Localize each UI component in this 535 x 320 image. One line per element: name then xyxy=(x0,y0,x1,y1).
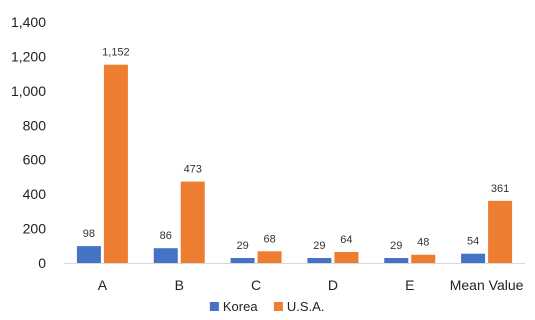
x-tick-label: D xyxy=(328,277,338,293)
bar-korea xyxy=(461,253,486,263)
y-tick-label: 1,400 xyxy=(11,14,46,30)
x-tick-label: C xyxy=(251,277,261,293)
bar-usa xyxy=(257,251,282,263)
data-label: 48 xyxy=(417,237,429,249)
x-tick-label: Mean Value xyxy=(450,277,524,293)
x-axis: A B C D E Mean Value xyxy=(98,277,524,293)
data-label: 29 xyxy=(236,240,248,252)
legend-label: U.S.A. xyxy=(287,299,325,314)
bar-usa xyxy=(180,181,205,263)
data-label: 68 xyxy=(263,233,275,245)
y-tick-label: 200 xyxy=(23,221,47,237)
data-label: 29 xyxy=(313,240,325,252)
bar-usa xyxy=(411,254,436,263)
data-label: 473 xyxy=(184,164,202,176)
data-label: 361 xyxy=(491,183,509,195)
bar-korea xyxy=(307,258,332,263)
legend: Korea U.S.A. xyxy=(209,299,325,314)
data-label: 98 xyxy=(83,228,95,240)
bars xyxy=(76,64,513,263)
bar-usa xyxy=(103,64,128,263)
data-label: 54 xyxy=(467,236,479,248)
y-tick-label: 1,200 xyxy=(11,48,46,64)
bar-korea xyxy=(76,246,101,263)
data-label: 29 xyxy=(390,240,402,252)
bar-usa xyxy=(488,200,513,263)
data-labels: 98 1,152 86 473 29 68 29 64 29 48 54 361 xyxy=(83,47,509,252)
data-label: 64 xyxy=(340,234,352,246)
y-tick-label: 1,000 xyxy=(11,83,46,99)
data-label: 1,152 xyxy=(102,47,130,59)
y-tick-label: 400 xyxy=(23,186,47,202)
legend-swatch-korea xyxy=(209,302,219,311)
bar-korea xyxy=(230,258,255,263)
legend-swatch-usa xyxy=(273,302,283,311)
bar-usa xyxy=(334,251,359,263)
data-label: 86 xyxy=(160,230,172,242)
y-tick-label: 0 xyxy=(38,255,46,271)
y-axis: 0 200 400 600 800 1,000 1,200 1,400 xyxy=(11,14,46,271)
x-tick-label: B xyxy=(175,277,184,293)
bar-korea xyxy=(384,258,409,263)
x-tick-label: A xyxy=(98,277,108,293)
legend-label: Korea xyxy=(223,299,258,314)
y-tick-label: 800 xyxy=(23,117,47,133)
y-tick-label: 600 xyxy=(23,152,47,168)
bar-korea xyxy=(153,248,178,263)
x-tick-label: E xyxy=(405,277,414,293)
